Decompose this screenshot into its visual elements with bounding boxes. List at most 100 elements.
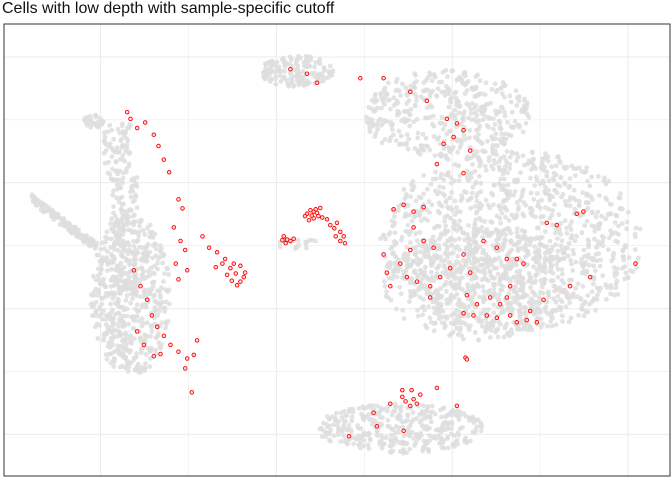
grey-cell-point bbox=[139, 266, 145, 271]
grey-cell-point bbox=[361, 417, 367, 423]
red-cell-point bbox=[371, 410, 376, 415]
grey-cell-point bbox=[509, 109, 515, 115]
grey-cell-point bbox=[145, 253, 151, 259]
grey-cell-point bbox=[398, 291, 404, 297]
grey-cell-point bbox=[470, 184, 476, 190]
grey-cell-point bbox=[99, 311, 104, 317]
grey-cell-point bbox=[104, 229, 110, 235]
grey-cell-point bbox=[115, 263, 121, 269]
grey-cell-point bbox=[472, 117, 478, 122]
grey-cell-point bbox=[415, 148, 421, 154]
grey-cell-point bbox=[398, 133, 404, 139]
grey-cell-point bbox=[516, 301, 521, 307]
grey-cell-point bbox=[403, 142, 409, 148]
grey-cell-point bbox=[339, 415, 345, 420]
red-cell-point bbox=[461, 170, 466, 176]
grey-cell-point bbox=[112, 256, 117, 261]
grey-cell-point bbox=[537, 290, 543, 295]
grey-cell-point bbox=[455, 253, 461, 259]
grey-cell-point bbox=[341, 423, 347, 428]
grey-cell-point bbox=[155, 266, 161, 272]
grey-cell-point bbox=[124, 144, 129, 150]
grey-cell-point bbox=[478, 180, 484, 186]
grey-cell-point bbox=[501, 244, 506, 250]
grey-cell-point bbox=[88, 124, 94, 130]
red-cell-point bbox=[494, 315, 500, 321]
grey-cell-point bbox=[568, 258, 573, 263]
grey-cell-point bbox=[537, 299, 543, 305]
grey-cell-point bbox=[447, 195, 453, 201]
grey-cell-point bbox=[93, 277, 99, 283]
grey-cell-point bbox=[442, 214, 448, 220]
red-cell-point bbox=[189, 390, 195, 395]
grey-cell-point bbox=[423, 286, 429, 292]
red-cell-point bbox=[574, 211, 580, 217]
grey-cell-point bbox=[536, 249, 542, 255]
grey-cell-point bbox=[528, 296, 534, 301]
grey-cell-point bbox=[523, 305, 528, 311]
red-cell-point bbox=[283, 240, 288, 246]
grey-cell-point bbox=[531, 156, 536, 162]
grey-cell-point bbox=[618, 191, 623, 196]
grey-cell-point bbox=[491, 318, 496, 324]
grey-cell-point bbox=[461, 115, 466, 121]
grey-cell-point bbox=[120, 214, 126, 220]
grey-cell-point bbox=[392, 401, 398, 407]
grey-cell-point bbox=[529, 166, 534, 172]
grey-cell-point bbox=[521, 162, 527, 168]
grey-cell-point bbox=[448, 216, 453, 221]
grey-cell-point bbox=[101, 337, 106, 343]
grey-cell-point bbox=[457, 74, 463, 80]
red-cell-point bbox=[324, 217, 330, 222]
grey-cell-point bbox=[450, 441, 456, 447]
grey-cell-point bbox=[510, 307, 516, 312]
grey-cell-point bbox=[532, 292, 538, 298]
grey-cell-point bbox=[575, 294, 580, 300]
grey-cell-point bbox=[126, 125, 132, 131]
grey-cell-point bbox=[507, 161, 513, 167]
grey-cell-point bbox=[444, 246, 450, 252]
red-cell-point bbox=[176, 277, 181, 282]
grey-cell-point bbox=[412, 102, 418, 108]
grey-cell-point bbox=[89, 121, 95, 126]
grey-cell-point bbox=[446, 104, 452, 110]
red-cell-point bbox=[320, 215, 325, 220]
grey-cell-point bbox=[114, 195, 119, 201]
grey-cell-point bbox=[119, 210, 125, 216]
grey-cell-point bbox=[472, 222, 478, 228]
red-cell-point bbox=[238, 263, 243, 269]
grey-cell-point bbox=[466, 115, 471, 121]
grey-cell-point bbox=[551, 177, 557, 183]
grey-cell-point bbox=[482, 329, 488, 335]
grey-cell-point bbox=[571, 251, 577, 257]
grey-cell-point bbox=[108, 310, 114, 316]
grey-cell-point bbox=[126, 321, 132, 327]
grey-cell-point bbox=[562, 250, 567, 256]
grey-cell-point bbox=[493, 131, 499, 137]
grey-cell-point bbox=[473, 74, 479, 80]
grey-cell-point bbox=[539, 159, 545, 165]
grey-cell-point bbox=[405, 413, 411, 419]
grey-cell-point bbox=[120, 180, 125, 186]
grey-cell-point bbox=[560, 271, 565, 277]
grey-cell-point bbox=[399, 419, 405, 425]
grey-cell-point bbox=[91, 313, 97, 318]
grey-cell-point bbox=[456, 236, 462, 242]
grey-cell-point bbox=[428, 269, 434, 275]
red-cell-point bbox=[241, 274, 247, 280]
grey-cell-point bbox=[447, 148, 453, 154]
grey-cell-point bbox=[562, 181, 568, 187]
grey-cell-point bbox=[448, 431, 454, 437]
grey-cell-point bbox=[428, 90, 434, 95]
grey-cell-point bbox=[436, 433, 441, 439]
grey-cell-point bbox=[157, 248, 163, 254]
grey-cell-point bbox=[598, 257, 604, 263]
grey-cell-point bbox=[548, 261, 554, 267]
grey-cell-point bbox=[528, 190, 534, 196]
grey-cell-point bbox=[547, 250, 553, 256]
grey-cell-point bbox=[623, 243, 628, 248]
grey-cell-point bbox=[496, 255, 502, 261]
grey-cell-point bbox=[424, 115, 429, 121]
grey-cell-point bbox=[426, 304, 432, 310]
red-cell-point bbox=[474, 301, 480, 307]
